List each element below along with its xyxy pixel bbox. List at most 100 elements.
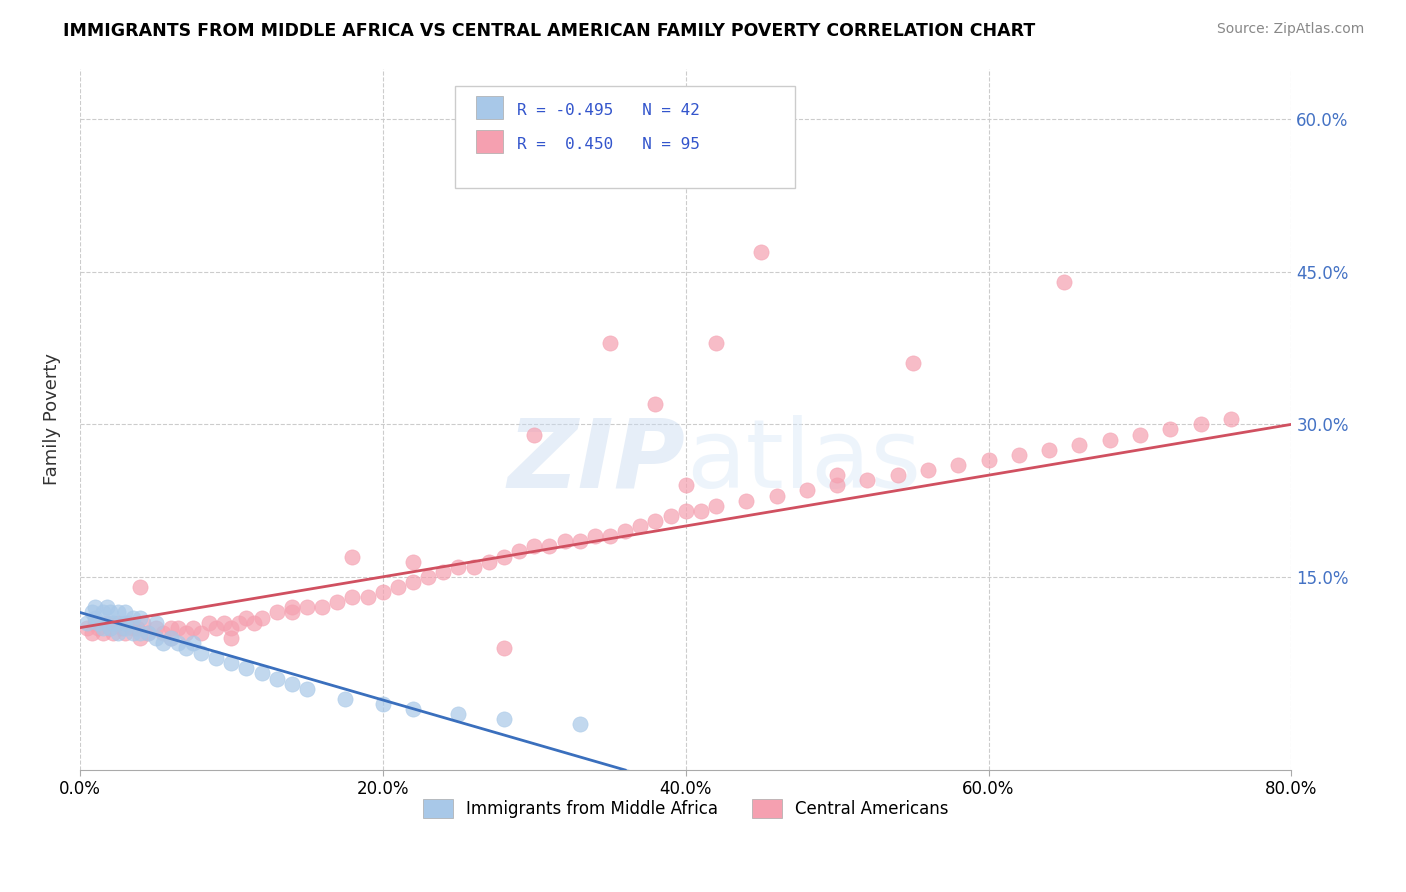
Point bbox=[91, 606, 114, 620]
Point bbox=[76, 621, 98, 635]
Point bbox=[675, 504, 697, 518]
Point bbox=[1219, 412, 1241, 426]
Point bbox=[159, 621, 181, 635]
Point bbox=[644, 514, 666, 528]
Point bbox=[538, 539, 561, 553]
Legend: Immigrants from Middle Africa, Central Americans: Immigrants from Middle Africa, Central A… bbox=[416, 792, 955, 825]
Point bbox=[402, 555, 425, 569]
Point bbox=[735, 493, 758, 508]
Point bbox=[1098, 433, 1121, 447]
Point bbox=[281, 600, 304, 615]
Point bbox=[523, 539, 546, 553]
Point bbox=[266, 672, 288, 686]
Point bbox=[659, 508, 682, 523]
Point bbox=[508, 544, 530, 558]
Point bbox=[228, 615, 250, 630]
Text: Source: ZipAtlas.com: Source: ZipAtlas.com bbox=[1216, 22, 1364, 37]
Point bbox=[107, 615, 129, 630]
Point bbox=[129, 610, 152, 624]
Point bbox=[122, 625, 145, 640]
Point bbox=[107, 625, 129, 640]
Point bbox=[568, 717, 591, 731]
Point bbox=[122, 621, 145, 635]
Point bbox=[122, 610, 145, 624]
Point bbox=[523, 427, 546, 442]
Point bbox=[1129, 427, 1152, 442]
Point bbox=[91, 621, 114, 635]
Point bbox=[80, 625, 103, 640]
Point bbox=[492, 712, 515, 726]
Point bbox=[478, 555, 501, 569]
Point bbox=[1159, 422, 1181, 436]
Point bbox=[492, 640, 515, 655]
Point bbox=[183, 621, 205, 635]
Point bbox=[901, 356, 924, 370]
Y-axis label: Family Poverty: Family Poverty bbox=[44, 353, 60, 485]
Point bbox=[212, 615, 235, 630]
Point bbox=[333, 691, 356, 706]
Point bbox=[675, 478, 697, 492]
Point bbox=[644, 397, 666, 411]
Point bbox=[190, 625, 212, 640]
Point bbox=[977, 453, 1000, 467]
Point bbox=[796, 483, 818, 498]
Point bbox=[356, 590, 378, 604]
Point bbox=[145, 631, 167, 645]
Point bbox=[1189, 417, 1212, 432]
Point bbox=[145, 615, 167, 630]
Point bbox=[447, 559, 470, 574]
Point bbox=[96, 600, 118, 615]
Point bbox=[197, 615, 219, 630]
Point bbox=[599, 529, 621, 543]
Point bbox=[1069, 438, 1091, 452]
Point bbox=[103, 625, 125, 640]
Point bbox=[765, 489, 787, 503]
Point bbox=[751, 244, 773, 259]
Point bbox=[205, 651, 228, 665]
Point bbox=[127, 621, 149, 635]
Point bbox=[190, 646, 212, 660]
Point bbox=[250, 666, 273, 681]
Point bbox=[84, 610, 107, 624]
Point bbox=[221, 631, 243, 645]
Point bbox=[856, 473, 879, 487]
Point bbox=[948, 458, 970, 472]
Point bbox=[114, 606, 136, 620]
Point bbox=[825, 478, 848, 492]
Point bbox=[553, 534, 575, 549]
Point bbox=[136, 625, 159, 640]
Point bbox=[250, 610, 273, 624]
Point bbox=[1053, 275, 1076, 289]
Point bbox=[167, 636, 190, 650]
FancyBboxPatch shape bbox=[456, 86, 794, 188]
Point bbox=[689, 504, 711, 518]
Point bbox=[628, 519, 651, 533]
Point bbox=[145, 621, 167, 635]
Point bbox=[91, 625, 114, 640]
Point bbox=[84, 615, 107, 630]
Point bbox=[243, 615, 266, 630]
Point bbox=[107, 606, 129, 620]
Point bbox=[568, 534, 591, 549]
Bar bbox=[477, 129, 503, 153]
Point bbox=[103, 615, 125, 630]
Point bbox=[342, 549, 364, 564]
Point bbox=[136, 625, 159, 640]
Point bbox=[221, 621, 243, 635]
Point bbox=[432, 565, 454, 579]
Text: IMMIGRANTS FROM MIDDLE AFRICA VS CENTRAL AMERICAN FAMILY POVERTY CORRELATION CHA: IMMIGRANTS FROM MIDDLE AFRICA VS CENTRAL… bbox=[63, 22, 1036, 40]
Point bbox=[295, 600, 318, 615]
Point bbox=[704, 336, 727, 351]
Point bbox=[447, 707, 470, 722]
Point bbox=[205, 621, 228, 635]
Point bbox=[80, 606, 103, 620]
Point bbox=[114, 625, 136, 640]
Point bbox=[84, 600, 107, 615]
Point bbox=[76, 615, 98, 630]
Point bbox=[266, 606, 288, 620]
Point bbox=[492, 549, 515, 564]
Text: R = -0.495   N = 42: R = -0.495 N = 42 bbox=[517, 103, 700, 118]
Point bbox=[235, 610, 257, 624]
Point bbox=[129, 580, 152, 594]
Bar bbox=[477, 95, 503, 119]
